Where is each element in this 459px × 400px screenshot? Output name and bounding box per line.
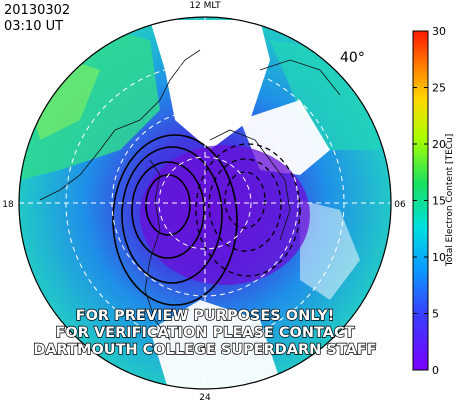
colorbar-tick-label: 5 [432, 308, 439, 321]
colorbar-tick-label: 10 [432, 251, 446, 264]
watermark-line-2: FOR VERIFICATION PLEASE CONTACT [56, 325, 355, 341]
watermark-line-1: FOR PREVIEW PURPOSES ONLY! [76, 308, 335, 324]
mlt-grid [19, 17, 391, 389]
mlt-label-top: 12 MLT [189, 1, 221, 11]
colorbar-tick-label: 0 [432, 364, 439, 377]
colorbar: 0 5 10 15 20 25 30 Total Electron Content [TEC… [412, 25, 455, 377]
watermark-line-3: DARTMOUTH COLLEGE SUPERDARN STAFF [33, 342, 376, 358]
mlt-label-bottom: 24 [199, 393, 211, 400]
latitude-label: 40° [340, 50, 365, 66]
colorbar-title: Total Electron Content [TECu] [445, 134, 455, 268]
coastlines [39, 49, 341, 341]
convection-contours [112, 134, 301, 306]
map-boundary [18, 16, 392, 390]
colorbar-tick-label: 30 [432, 25, 446, 38]
time-label: 03:10 UT [4, 19, 63, 34]
colorbar-tick-label: 25 [432, 82, 446, 95]
colorbar-tick-label: 15 [432, 195, 446, 208]
mlt-label-left: 18 [2, 200, 14, 210]
date-label: 20130302 [4, 3, 70, 18]
mlt-label-right: 06 [394, 200, 406, 210]
colorbar-tick-label: 20 [432, 138, 446, 151]
